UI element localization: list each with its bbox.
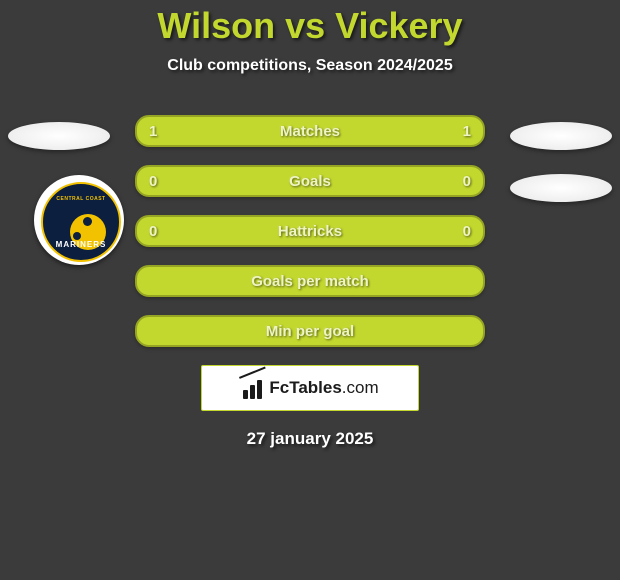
stat-left-value: 1 (149, 123, 157, 140)
stat-row-goals-per-match: Goals per match (135, 265, 485, 297)
club-badge-main-text: MARINERS (43, 240, 119, 249)
stat-left-value: 0 (149, 223, 157, 240)
banner-suffix: .com (342, 378, 379, 397)
stat-label: Goals per match (251, 273, 369, 290)
fctables-logo-icon (241, 377, 267, 399)
stat-label: Hattricks (278, 223, 342, 240)
player-left-avatar (8, 122, 110, 150)
stat-row-matches: 1 Matches 1 (135, 115, 485, 147)
comparison-card: Wilson vs Vickery Club competitions, Sea… (0, 0, 620, 580)
club-right-avatar (510, 174, 612, 202)
date-label: 27 january 2025 (0, 429, 620, 449)
fctables-text: FcTables.com (269, 378, 378, 398)
stat-label: Goals (289, 173, 331, 190)
player-right-avatar (510, 122, 612, 150)
stat-right-value: 0 (463, 223, 471, 240)
stat-row-hattricks: 0 Hattricks 0 (135, 215, 485, 247)
stat-right-value: 1 (463, 123, 471, 140)
fctables-banner[interactable]: FcTables.com (201, 365, 419, 411)
stat-row-min-per-goal: Min per goal (135, 315, 485, 347)
page-title: Wilson vs Vickery (0, 0, 620, 47)
club-badge-top-text: CENTRAL COAST (43, 196, 119, 202)
stat-right-value: 0 (463, 173, 471, 190)
stat-row-goals: 0 Goals 0 (135, 165, 485, 197)
subtitle: Club competitions, Season 2024/2025 (0, 57, 620, 75)
club-left-badge: CENTRAL COAST MARINERS (34, 175, 124, 265)
stat-label: Matches (280, 123, 340, 140)
stat-left-value: 0 (149, 173, 157, 190)
club-badge-inner: CENTRAL COAST MARINERS (41, 182, 121, 262)
banner-brand: FcTables (269, 378, 341, 397)
stat-label: Min per goal (266, 323, 354, 340)
